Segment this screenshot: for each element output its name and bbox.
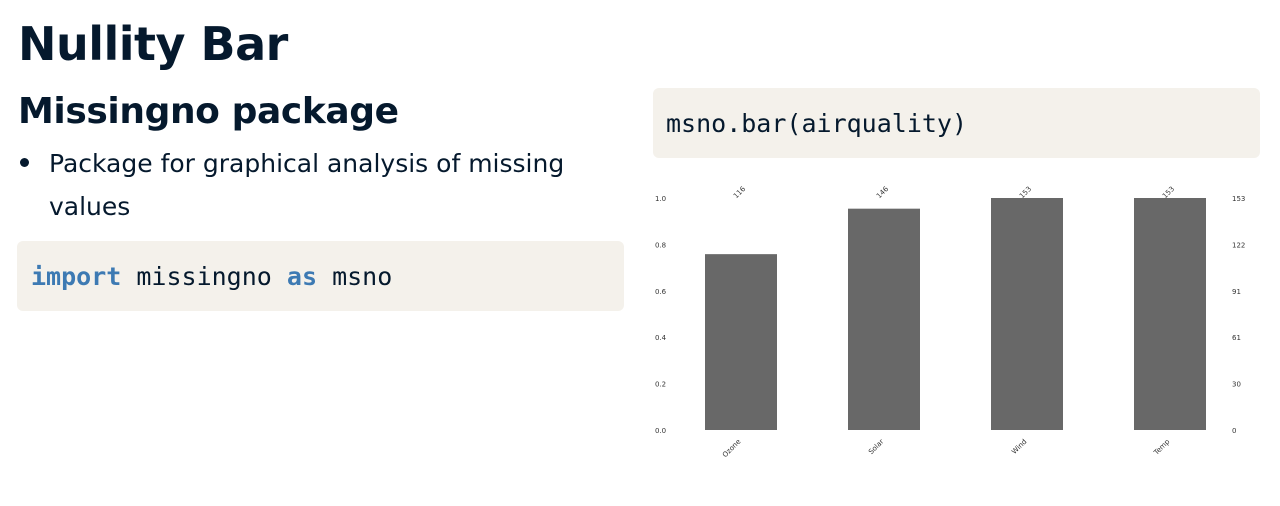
- code-alias: msno: [332, 261, 393, 291]
- category-tick-label: Ozone: [721, 438, 742, 459]
- left-tick-label: 0.8: [655, 241, 666, 249]
- bar-code-block: msno.bar(airquality): [653, 88, 1260, 158]
- bar-count-label: 146: [875, 185, 890, 200]
- bar-count-label: 153: [1018, 185, 1033, 200]
- bullet-dot-icon: [20, 158, 29, 167]
- right-tick-label: 30: [1232, 381, 1241, 389]
- right-tick-label: 0: [1232, 427, 1236, 435]
- bar-count-label: 116: [732, 185, 747, 200]
- left-tick-label: 0.2: [655, 381, 666, 389]
- bullet-item: Package for graphical analysis of missin…: [18, 142, 618, 228]
- code-keyword-as: as: [286, 261, 318, 291]
- left-tick-label: 1.0: [655, 195, 666, 203]
- left-tick-label: 0.6: [655, 288, 667, 296]
- import-code-block: import missingno as msno: [17, 241, 624, 311]
- bar-ozone: [705, 254, 777, 430]
- right-tick-label: 153: [1232, 195, 1245, 203]
- bullet-text: Package for graphical analysis of missin…: [49, 149, 565, 221]
- category-tick-label: Solar: [867, 438, 885, 456]
- bar-count-label: 153: [1161, 185, 1176, 200]
- code-keyword-import: import: [31, 261, 122, 291]
- category-tick-label: Temp: [1152, 437, 1172, 457]
- nullity-bar-chart: 0.0 0.2 0.4 0.6 0.8 1.0 0 30 61 91 122 153 116 Ozone 1…: [655, 185, 1245, 459]
- right-tick-label: 91: [1232, 288, 1241, 296]
- right-tick-label: 61: [1232, 334, 1241, 342]
- bar-temp: [1134, 198, 1206, 430]
- left-tick-label: 0.4: [655, 334, 667, 342]
- bar-solar: [848, 208, 920, 430]
- category-tick-label: Wind: [1010, 438, 1028, 456]
- left-tick-label: 0.0: [655, 427, 666, 435]
- slide-title: Nullity Bar: [18, 17, 288, 71]
- code-module-name: missingno: [136, 261, 272, 291]
- code-line: msno.bar(airquality): [666, 108, 968, 138]
- right-tick-label: 122: [1232, 241, 1245, 249]
- bullet-list: Package for graphical analysis of missin…: [18, 142, 618, 228]
- bar-wind: [991, 198, 1063, 430]
- slide-subtitle: Missingno package: [18, 91, 399, 132]
